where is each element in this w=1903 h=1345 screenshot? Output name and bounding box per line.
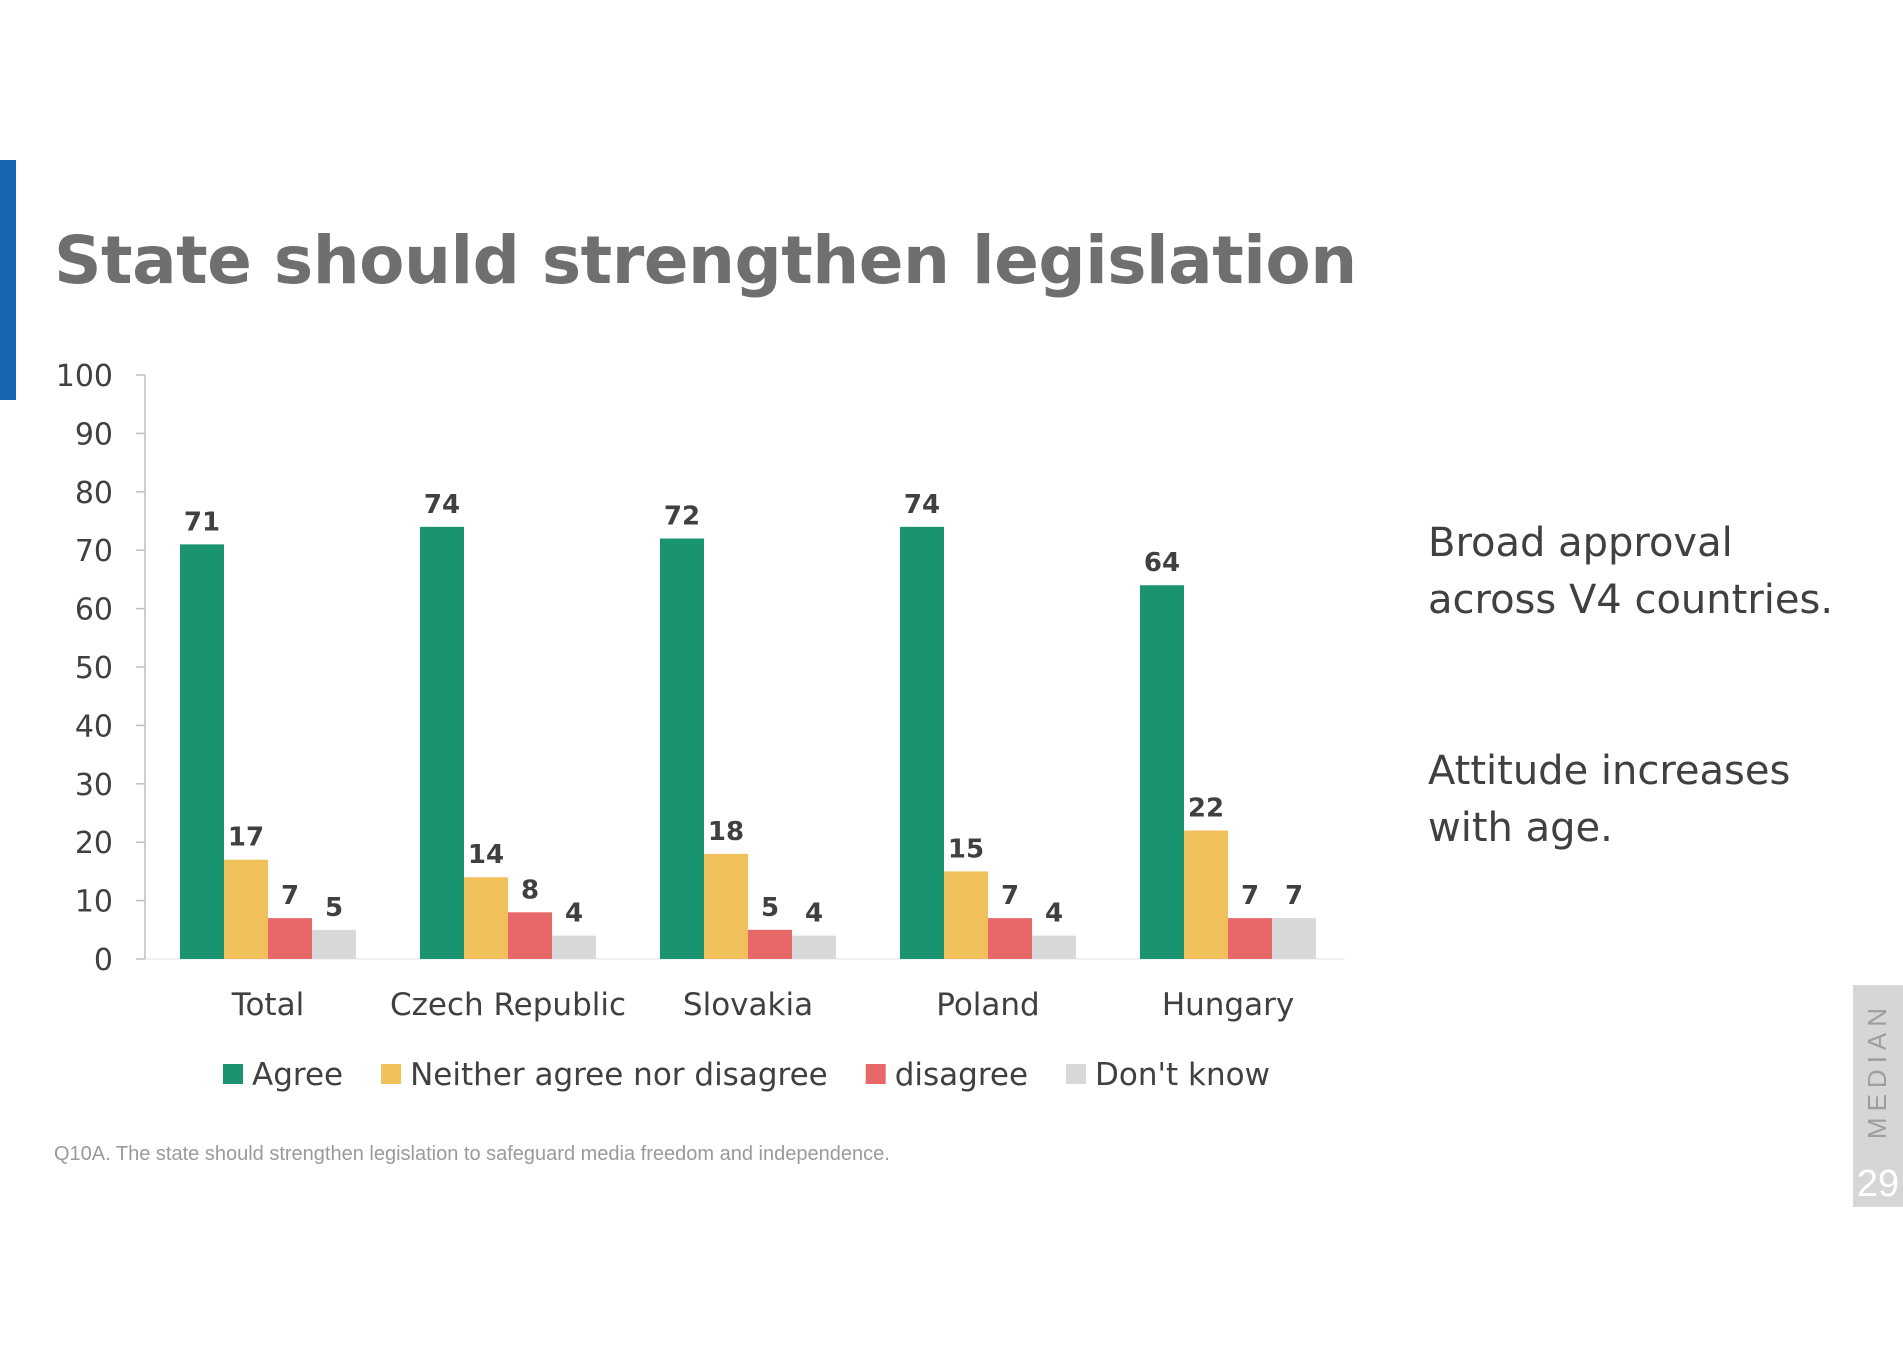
bar-value-label: 7	[1285, 881, 1303, 911]
bar	[1272, 918, 1316, 959]
insight-text-1: Broad approval across V4 countries.	[1428, 520, 1834, 623]
bar	[988, 918, 1032, 959]
bar	[748, 929, 792, 959]
y-tick-label: 20	[75, 826, 113, 861]
legend-swatch	[381, 1064, 402, 1084]
bar-value-label: 4	[565, 899, 583, 929]
bar-value-label: 74	[424, 490, 460, 520]
bar-value-label: 74	[904, 490, 940, 520]
bar	[552, 935, 596, 959]
y-tick-label: 0	[94, 943, 113, 978]
legend-label: Agree	[252, 1057, 343, 1093]
y-tick-label: 100	[56, 359, 113, 394]
x-category-label: Slovakia	[683, 987, 813, 1023]
bar	[180, 544, 224, 959]
bar-value-label: 71	[184, 507, 220, 537]
bar-value-label: 8	[521, 875, 539, 905]
y-tick-label: 80	[75, 476, 113, 511]
median-logo: MEDIAN	[1860, 1000, 1896, 1140]
bar-value-label: 72	[664, 502, 700, 532]
bar-value-label: 4	[1045, 899, 1063, 929]
question-footnote: Q10A. The state should strengthen legisl…	[54, 1143, 890, 1165]
median-brand-tab	[1853, 985, 1903, 1207]
bar-value-label: 14	[468, 840, 504, 870]
bar	[1032, 935, 1076, 959]
y-tick-label: 70	[75, 534, 113, 569]
bar-value-label: 5	[325, 893, 343, 923]
legend-swatch	[865, 1064, 886, 1084]
bar	[268, 918, 312, 959]
bar	[900, 526, 944, 959]
page-title: State should strengthen legislation	[54, 222, 1357, 299]
x-category-label: Total	[231, 987, 304, 1023]
x-category-label: Hungary	[1162, 987, 1294, 1023]
median-logo-text: MEDIAN	[1862, 1001, 1893, 1139]
accent-bar	[0, 160, 16, 400]
y-tick-label: 40	[75, 709, 113, 744]
bar	[312, 929, 356, 959]
bar-value-label: 4	[805, 899, 823, 929]
bar	[944, 871, 988, 959]
bar-value-label: 18	[708, 817, 744, 847]
bar	[420, 526, 464, 959]
bar-value-label: 64	[1144, 548, 1180, 578]
bar-value-label: 17	[228, 823, 264, 853]
insight-text-2: Attitude increases with age.	[1428, 748, 1791, 851]
x-category-label: Poland	[936, 987, 1040, 1023]
bar	[1184, 830, 1228, 959]
y-tick-label: 60	[75, 593, 113, 628]
bar	[792, 935, 836, 959]
page-number: 29	[1856, 1163, 1900, 1205]
legend-label: Neither agree nor disagree	[410, 1057, 828, 1093]
bar-value-label: 5	[761, 893, 779, 923]
x-category-label: Czech Republic	[390, 987, 626, 1023]
bar	[224, 859, 268, 959]
bar-value-label: 7	[1001, 881, 1019, 911]
y-tick-label: 30	[75, 768, 113, 803]
bar	[660, 538, 704, 959]
y-tick-label: 90	[75, 417, 113, 452]
bar	[1140, 585, 1184, 959]
legend-label: disagree	[895, 1057, 1028, 1093]
bar-value-label: 7	[281, 881, 299, 911]
legend-swatch	[1066, 1064, 1087, 1084]
legend-swatch	[223, 1064, 243, 1084]
bar	[508, 912, 552, 959]
bar-value-label: 15	[948, 834, 984, 864]
legend-label: Don't know	[1095, 1057, 1270, 1093]
y-tick-label: 50	[75, 651, 113, 686]
bar	[464, 877, 508, 959]
bar	[1228, 918, 1272, 959]
bar-value-label: 22	[1188, 794, 1224, 824]
y-tick-label: 10	[75, 885, 113, 920]
bar-value-label: 7	[1241, 881, 1259, 911]
bar	[704, 853, 748, 959]
